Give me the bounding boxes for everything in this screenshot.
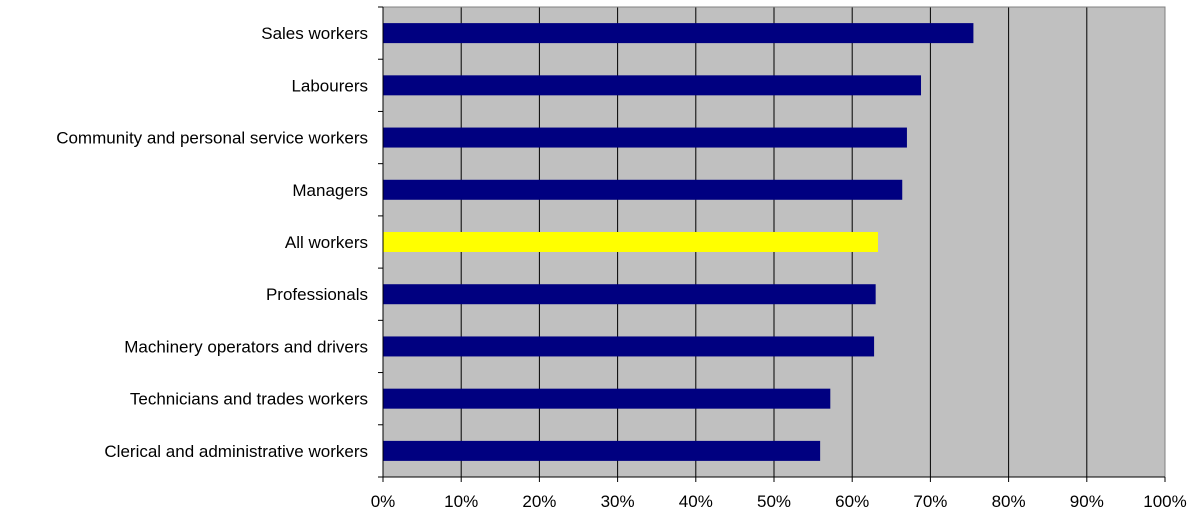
x-tick-label: 10% [444, 492, 478, 511]
bar [383, 336, 875, 357]
bar [383, 440, 821, 461]
x-tick-label: 20% [522, 492, 556, 511]
bar [383, 284, 876, 305]
x-tick-label: 80% [992, 492, 1026, 511]
category-label: Labourers [291, 76, 368, 95]
x-tick-label: 70% [913, 492, 947, 511]
bar [383, 23, 974, 44]
x-tick-label: 100% [1143, 492, 1186, 511]
bar [383, 75, 922, 96]
category-labels: Sales workers Labourers Community and pers… [56, 24, 368, 461]
x-tick-label: 60% [835, 492, 869, 511]
x-tick-label: 40% [679, 492, 713, 511]
category-label: Managers [292, 181, 368, 200]
category-label: Clerical and administrative workers [104, 442, 368, 461]
category-label: Technicians and trades workers [130, 390, 368, 409]
axes [378, 6, 1166, 482]
category-label: All workers [285, 233, 368, 252]
category-label: Machinery operators and drivers [124, 337, 368, 356]
category-label: Community and personal service workers [56, 129, 368, 148]
x-tick-label: 50% [757, 492, 791, 511]
x-tick-labels: 0% 10% 20% 30% 40% 50% 60% 70% 80% 90% 100% [371, 492, 1187, 511]
category-label: Professionals [266, 285, 368, 304]
x-tick-label: 90% [1070, 492, 1104, 511]
bars [383, 23, 974, 461]
bar [383, 179, 903, 200]
bar [383, 127, 907, 148]
x-tick-label: 30% [601, 492, 635, 511]
bar [383, 232, 879, 252]
bar [383, 388, 831, 409]
category-label: Sales workers [261, 24, 368, 43]
x-tick-label: 0% [371, 492, 396, 511]
